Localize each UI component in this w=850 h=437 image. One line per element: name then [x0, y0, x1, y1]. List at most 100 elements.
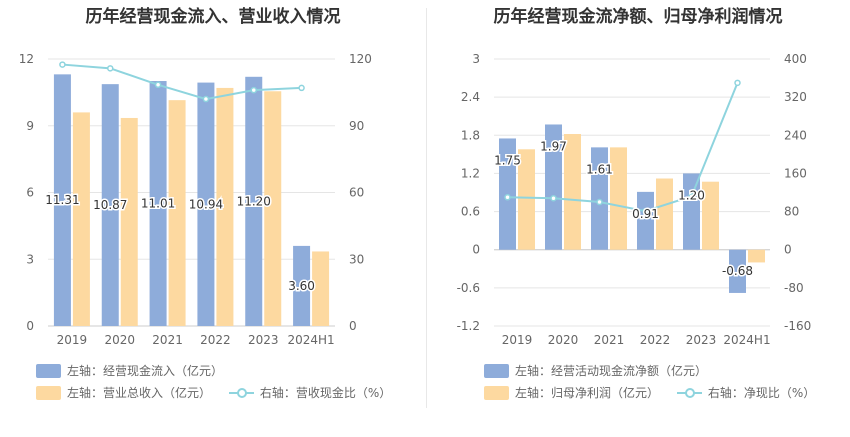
bar-secondary [564, 134, 581, 250]
bar-secondary [656, 178, 673, 250]
legend-swatch-line [228, 386, 254, 400]
data-label: 11.31 [45, 193, 79, 207]
data-label: 10.94 [189, 197, 223, 211]
left-axis-tick: 2.4 [461, 90, 480, 104]
legend-swatch-bar1 [36, 363, 61, 378]
data-label: 1.97 [540, 139, 567, 153]
data-label: 11.20 [237, 194, 271, 208]
bar-secondary [120, 117, 138, 327]
data-label: 0.91 [632, 207, 659, 221]
legend-swatch-line [676, 386, 702, 400]
right-axis-tick: -160 [784, 319, 811, 333]
bar-secondary [518, 149, 535, 250]
bar-primary [101, 84, 119, 326]
legend-swatch-bar2 [484, 385, 509, 400]
line-series [507, 82, 739, 213]
line-point [642, 207, 649, 215]
right-axis-tick: 120 [349, 52, 372, 66]
bar-secondary [748, 249, 765, 263]
data-label: 11.01 [141, 197, 175, 211]
legend-row-1: 左轴：经营活动现金流净额（亿元） [484, 362, 721, 381]
legend-label: 左轴：营业总收入（亿元） [67, 386, 212, 400]
chart-net-cash-profit: -1.2 -0.6 0 0.6 1.2 1.8 2.4 3 -160 -80 0 80 160 240 32… [457, 52, 812, 347]
legend-item-revenue-cash-ratio[interactable]: 右轴：营收现金比（%） [228, 384, 392, 401]
line-point [550, 194, 557, 202]
bar-primary [245, 76, 263, 326]
left-axis-tick: 3 [472, 52, 480, 66]
left-axis-tick: 0.6 [461, 205, 480, 219]
legend-item-cash-inflow[interactable]: 左轴：经营现金流入（亿元） [36, 362, 223, 379]
bar-primary [53, 74, 71, 326]
panel-divider [426, 8, 427, 408]
bar-secondary [168, 100, 186, 326]
left-axis-tick: -0.6 [457, 281, 480, 295]
bar-secondary [264, 91, 282, 326]
x-axis-tick: 2024H1 [723, 333, 770, 347]
legend-item-net-operating-cash[interactable]: 左轴：经营活动现金流净额（亿元） [484, 362, 707, 379]
legend-label: 左轴：经营活动现金流净额（亿元） [515, 364, 708, 378]
bar-primary [637, 191, 654, 250]
line-point [107, 65, 114, 72]
left-axis-tick: 1.8 [461, 128, 480, 142]
right-axis-tick: 60 [349, 186, 364, 200]
right-axis-tick: 160 [784, 166, 807, 180]
chart-panel-net-cash: 历年经营现金流净额、归母净利润情况 -1.2 -0.6 0 0.6 1.2 1.8 2.4 3… [426, 0, 850, 437]
right-axis-tick: -80 [784, 281, 804, 295]
line-point [59, 61, 66, 68]
legend-item-net-profit[interactable]: 左轴：归母净利润（亿元） [484, 384, 659, 401]
legend-row-2: 左轴：归母净利润（亿元） 右轴：净现比（%） [484, 384, 829, 403]
bar-primary [545, 124, 562, 250]
left-axis-tick: 0 [472, 243, 480, 257]
x-axis-tick: 2019 [57, 333, 88, 347]
right-axis-tick: 90 [349, 119, 364, 133]
right-axis-tick: 0 [784, 243, 792, 257]
bar-primary [197, 82, 215, 327]
x-axis-tick: 2020 [548, 333, 579, 347]
line-point [154, 81, 162, 89]
data-label: 1.20 [678, 188, 705, 202]
legend-label: 右轴：营收现金比（%） [259, 386, 392, 400]
line-point [734, 79, 741, 87]
left-axis-tick: 9 [26, 119, 34, 133]
x-axis-tick: 2022 [640, 333, 671, 347]
legend-item-net-cash-ratio[interactable]: 右轴：净现比（%） [676, 384, 816, 401]
legend-label: 左轴：经营现金流入（亿元） [67, 364, 224, 378]
x-axis-tick: 2020 [104, 333, 135, 347]
right-axis-tick: 400 [784, 52, 807, 66]
data-label: 1.61 [586, 162, 613, 176]
left-axis-tick: 3 [26, 252, 34, 266]
legend-label: 右轴：净现比（%） [707, 386, 816, 400]
chart-title: 历年经营现金流入、营业收入情况 [85, 7, 341, 27]
legend-swatch-bar2 [36, 385, 61, 400]
bar-secondary [216, 87, 234, 326]
data-label: 3.60 [288, 279, 315, 293]
chart-title: 历年经营现金流净额、归母净利润情况 [493, 7, 783, 27]
bar-primary [293, 245, 311, 326]
line-point [298, 84, 305, 92]
line-point [202, 95, 210, 103]
x-axis-tick: 2024H1 [287, 333, 334, 347]
bar-secondary [312, 251, 330, 326]
legend-label: 左轴：归母净利润（亿元） [515, 386, 660, 400]
bar-secondary [72, 112, 90, 327]
right-axis-tick: 80 [784, 205, 799, 219]
right-axis-tick: 320 [784, 90, 807, 104]
line-point [250, 86, 257, 94]
line-point [596, 198, 603, 206]
legend-item-revenue[interactable]: 左轴：营业总收入（亿元） [36, 384, 211, 401]
left-axis-tick: 6 [26, 186, 34, 200]
x-axis-tick: 2021 [594, 333, 625, 347]
chart-panel-cash-inflow: 历年经营现金流入、营业收入情况 0 3 6 9 12 0 30 60 90 120 2019 2020… [19, 7, 392, 401]
legend-swatch-bar1 [484, 363, 509, 378]
bar-secondary [610, 147, 627, 250]
bar-primary [591, 147, 608, 250]
left-axis-tick: -1.2 [457, 319, 480, 333]
bar-primary [149, 81, 167, 326]
right-axis-tick: 30 [349, 252, 364, 266]
line-series [62, 63, 302, 101]
right-axis-tick: 0 [349, 319, 357, 333]
line-point [688, 193, 695, 200]
legend-row-1: 左轴：经营现金流入（亿元） [36, 362, 237, 381]
left-axis-tick: 12 [19, 52, 34, 66]
